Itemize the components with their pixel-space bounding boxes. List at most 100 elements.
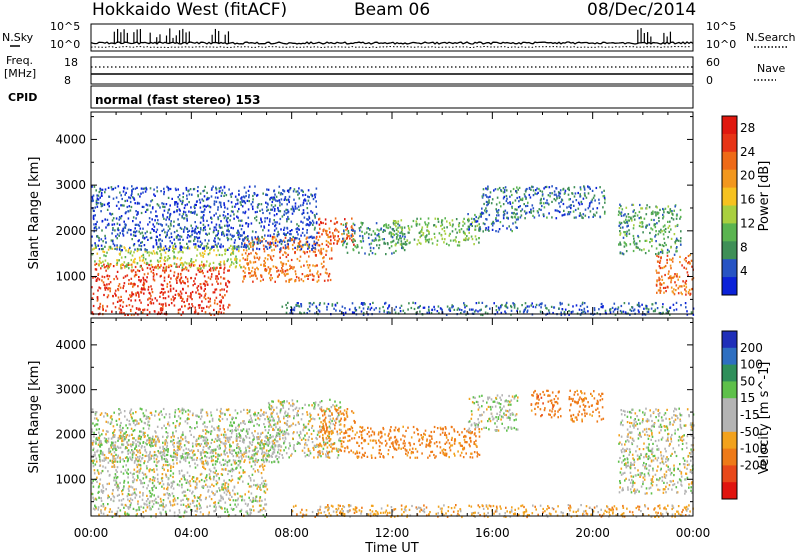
data-cell <box>305 241 308 244</box>
data-cell <box>625 218 627 221</box>
data-cell <box>342 239 344 243</box>
data-cell <box>665 312 668 315</box>
data-cell <box>484 305 487 308</box>
data-cell <box>226 490 229 493</box>
data-cell <box>338 238 341 241</box>
data-cell <box>202 513 204 516</box>
data-cell <box>247 490 250 493</box>
data-cell <box>187 285 189 288</box>
data-cell <box>129 200 132 204</box>
data-cell <box>463 222 466 225</box>
data-cell <box>138 224 141 227</box>
data-cell <box>312 246 314 249</box>
data-cell <box>96 299 99 302</box>
data-cell <box>517 216 519 219</box>
data-cell <box>212 269 215 272</box>
data-cell <box>687 262 689 265</box>
data-cell <box>458 244 461 247</box>
data-cell <box>133 231 135 234</box>
data-cell <box>235 203 237 206</box>
data-cell <box>166 492 169 495</box>
data-cell <box>133 243 136 246</box>
data-cell <box>268 272 270 275</box>
data-cell <box>370 242 373 245</box>
data-cell <box>125 464 127 467</box>
data-cell <box>130 502 132 505</box>
data-cell <box>306 207 309 210</box>
data-cell <box>223 486 225 489</box>
data-cell <box>241 495 243 498</box>
data-cell <box>658 311 661 315</box>
data-cell <box>160 513 162 516</box>
data-cell <box>455 218 458 221</box>
data-cell <box>265 485 267 488</box>
data-cell <box>240 475 243 478</box>
data-cell <box>176 483 179 486</box>
data-cell <box>142 506 145 509</box>
data-cell <box>204 311 207 314</box>
data-cell <box>218 187 221 190</box>
data-cell <box>222 488 225 491</box>
data-cell <box>680 230 682 233</box>
data-cell <box>135 488 137 491</box>
data-cell <box>630 309 633 312</box>
data-cell <box>143 244 146 247</box>
data-cell <box>212 459 214 462</box>
data-cell <box>399 310 402 313</box>
data-cell <box>281 305 284 308</box>
data-cell <box>119 286 122 289</box>
data-cell <box>478 301 480 304</box>
data-cell <box>604 201 606 204</box>
data-cell <box>214 268 217 271</box>
data-cell <box>134 223 137 226</box>
data-cell <box>160 248 163 251</box>
data-cell <box>113 244 116 247</box>
data-cell <box>256 238 258 241</box>
data-cell <box>521 208 524 211</box>
data-cell <box>272 198 274 201</box>
data-cell <box>163 249 166 252</box>
data-cell <box>133 461 136 464</box>
data-cell <box>140 255 143 258</box>
data-cell <box>352 238 355 241</box>
data-cell <box>217 218 220 221</box>
data-cell <box>353 232 356 235</box>
data-cell <box>206 196 209 199</box>
data-cell <box>659 286 662 289</box>
data-cell <box>145 249 147 252</box>
data-cell <box>415 224 418 227</box>
data-cell <box>456 308 459 311</box>
data-cell <box>399 243 402 246</box>
data-cell <box>259 509 262 512</box>
data-cell <box>248 267 250 270</box>
data-cell <box>191 211 194 214</box>
data-cell <box>397 226 399 229</box>
data-cell <box>128 485 130 488</box>
data-cell <box>109 459 111 462</box>
data-cell <box>230 507 233 510</box>
data-cell <box>267 188 270 191</box>
data-cell <box>231 235 234 238</box>
data-cell <box>118 207 120 210</box>
data-cell <box>302 227 304 230</box>
data-cell <box>230 244 232 247</box>
data-cell <box>553 193 556 196</box>
data-cell <box>230 195 233 198</box>
data-cell <box>253 241 256 244</box>
data-cell <box>100 499 103 502</box>
data-cell <box>180 262 182 265</box>
data-cell <box>188 193 191 196</box>
data-cell <box>111 219 114 222</box>
data-cell <box>178 515 181 518</box>
data-cell <box>161 485 163 488</box>
data-cell <box>199 283 202 286</box>
data-cell <box>224 439 227 442</box>
data-cell <box>152 302 155 305</box>
data-cell <box>196 200 198 203</box>
data-cell <box>233 245 236 248</box>
data-cell <box>123 261 126 264</box>
data-cell <box>145 465 148 468</box>
data-cell <box>656 254 658 257</box>
data-cell <box>475 309 477 312</box>
data-cell <box>598 308 600 311</box>
